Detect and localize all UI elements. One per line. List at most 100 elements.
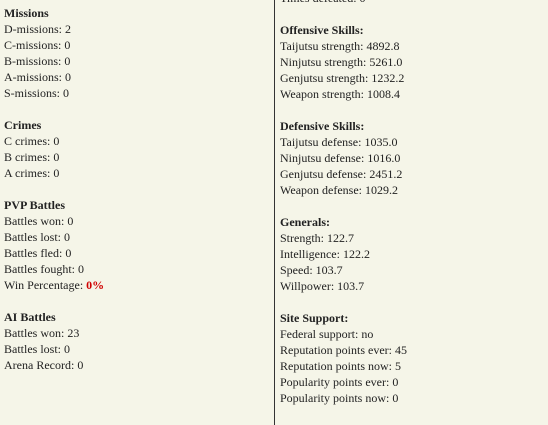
stat-row: Battles won: 23: [4, 325, 270, 341]
stat-label: S-missions:: [4, 86, 61, 100]
stat-value: 103.7: [337, 279, 365, 293]
stat-row: Ninjutsu strength: 5261.0: [280, 54, 544, 70]
stat-row: Ninjutsu defense: 1016.0: [280, 150, 544, 166]
stat-value: 0: [64, 230, 70, 244]
stat-label: Battles won:: [4, 214, 65, 228]
stat-value: 0: [63, 86, 70, 100]
stat-label: Ninjutsu defense:: [280, 151, 365, 165]
divider: [274, 0, 275, 425]
stat-row: A crimes: 0: [4, 165, 270, 181]
stat-value: 0: [392, 391, 399, 405]
stat-row: Reputation points ever: 45: [280, 342, 544, 358]
stat-value: 0: [65, 70, 72, 84]
stat-row: Popularity points now: 0: [280, 390, 544, 406]
stat-label: Popularity points now:: [280, 391, 390, 405]
stat-row: B crimes: 0: [4, 149, 270, 165]
stat-label: Weapon strength:: [280, 87, 365, 101]
section-title: Generals:: [280, 215, 330, 229]
stat-row: Speed: 103.7: [280, 262, 544, 278]
stat-row: A-missions: 0: [4, 69, 270, 85]
section-title: Missions: [4, 6, 49, 20]
stat-label: Genjutsu defense:: [280, 167, 367, 181]
stat-value: 0: [64, 342, 70, 356]
stat-row: Battles lost: 0: [4, 341, 270, 357]
stat-row: Times defeated: 0: [280, 0, 544, 6]
stat-row: Strength: 122.7: [280, 230, 544, 246]
stat-row: Willpower: 103.7: [280, 278, 544, 294]
stat-row: Intelligence: 122.2: [280, 246, 544, 262]
stat-row: Federal support: no: [280, 326, 544, 342]
stat-value: 0: [360, 0, 366, 5]
stat-value: 2451.2: [369, 167, 403, 181]
stat-label: Popularity points ever:: [280, 375, 390, 389]
stat-value: 23: [67, 326, 80, 340]
stat-value: 0: [65, 246, 72, 260]
stat-label: Battles fought:: [4, 262, 75, 276]
section-title: Offensive Skills:: [280, 23, 364, 37]
stat-row: Weapon defense: 1029.2: [280, 182, 544, 198]
section-title: AI Battles: [4, 310, 56, 324]
stat-value: 0: [392, 375, 399, 389]
stat-label: Reputation points now:: [280, 359, 392, 373]
stat-label: Speed:: [280, 263, 313, 277]
stat-row: Taijutsu defense: 1035.0: [280, 134, 544, 150]
stat-row: Taijutsu strength: 4892.8: [280, 38, 544, 54]
section-title: Defensive Skills:: [280, 119, 365, 133]
stat-row: Popularity points ever: 0: [280, 374, 544, 390]
stat-label: Strength:: [280, 231, 324, 245]
stat-label: C crimes:: [4, 134, 51, 148]
stat-value: 103.7: [315, 263, 343, 277]
stat-label: D-missions:: [4, 22, 63, 36]
stat-row: Battles fled: 0: [4, 245, 270, 261]
stat-row: Reputation points now: 5: [280, 358, 544, 374]
section-title: PVP Battles: [4, 198, 65, 212]
stat-row: Battles won: 0: [4, 213, 270, 229]
stat-label: C-missions:: [4, 38, 62, 52]
stat-row: Win Percentage: 0%: [4, 277, 270, 293]
stat-row: Arena Record: 0: [4, 357, 270, 373]
stat-label: Arena Record:: [4, 358, 75, 372]
stat-label: Battles lost:: [4, 342, 61, 356]
stat-value: 4892.8: [366, 39, 400, 53]
stat-value: 0: [53, 166, 60, 180]
stat-section: Site Support: Federal support: no Reputati…: [280, 310, 544, 406]
stat-value: 0: [53, 134, 60, 148]
stat-row: B-missions: 0: [4, 53, 270, 69]
stat-value: 0: [78, 262, 84, 276]
stat-label: Willpower:: [280, 279, 335, 293]
stat-value: 1029.2: [365, 183, 398, 197]
stat-row: Genjutsu strength: 1232.2: [280, 70, 544, 86]
stat-section: AI Battles Battles won: 23 Battles lost: 0…: [4, 309, 270, 373]
stat-section: Missions D-missions: 2 C-missions: 0 B-miss…: [4, 5, 270, 101]
stat-value: 0: [64, 38, 71, 52]
left-column: Missions D-missions: 2 C-missions: 0 B-miss…: [4, 5, 270, 389]
stat-value: 45: [394, 343, 407, 357]
stat-value: 1035.0: [364, 135, 398, 149]
stat-value: 0: [77, 358, 84, 372]
stat-value: 0: [53, 150, 60, 164]
stat-label: Weapon defense:: [280, 183, 362, 197]
stat-value: 1016.0: [367, 151, 401, 165]
stat-row: C-missions: 0: [4, 37, 270, 53]
stat-label: Battles lost:: [4, 230, 61, 244]
section-title: Site Support:: [280, 311, 349, 325]
stat-label: A-missions:: [4, 70, 63, 84]
stat-section: PVP Battles Battles won: 0 Battles lost: 0…: [4, 197, 270, 293]
stat-label: Battles won:: [4, 326, 65, 340]
stat-section: Offensive Skills: Taijutsu strength: 4892…: [280, 22, 544, 102]
stat-value: 0: [64, 54, 71, 68]
stat-label: Battles fled:: [4, 246, 63, 260]
stat-label: Ninjutsu strength:: [280, 55, 367, 69]
stat-value: 1232.2: [371, 71, 405, 85]
stat-value: 5261.0: [369, 55, 403, 69]
stat-value: no: [361, 327, 374, 341]
stat-label: Reputation points ever:: [280, 343, 392, 357]
section-title: Crimes: [4, 118, 42, 132]
stat-label: Intelligence:: [280, 247, 340, 261]
stat-label: Taijutsu strength:: [280, 39, 364, 53]
stat-row: D-missions: 2: [4, 21, 270, 37]
stat-row: S-missions: 0: [4, 85, 270, 101]
